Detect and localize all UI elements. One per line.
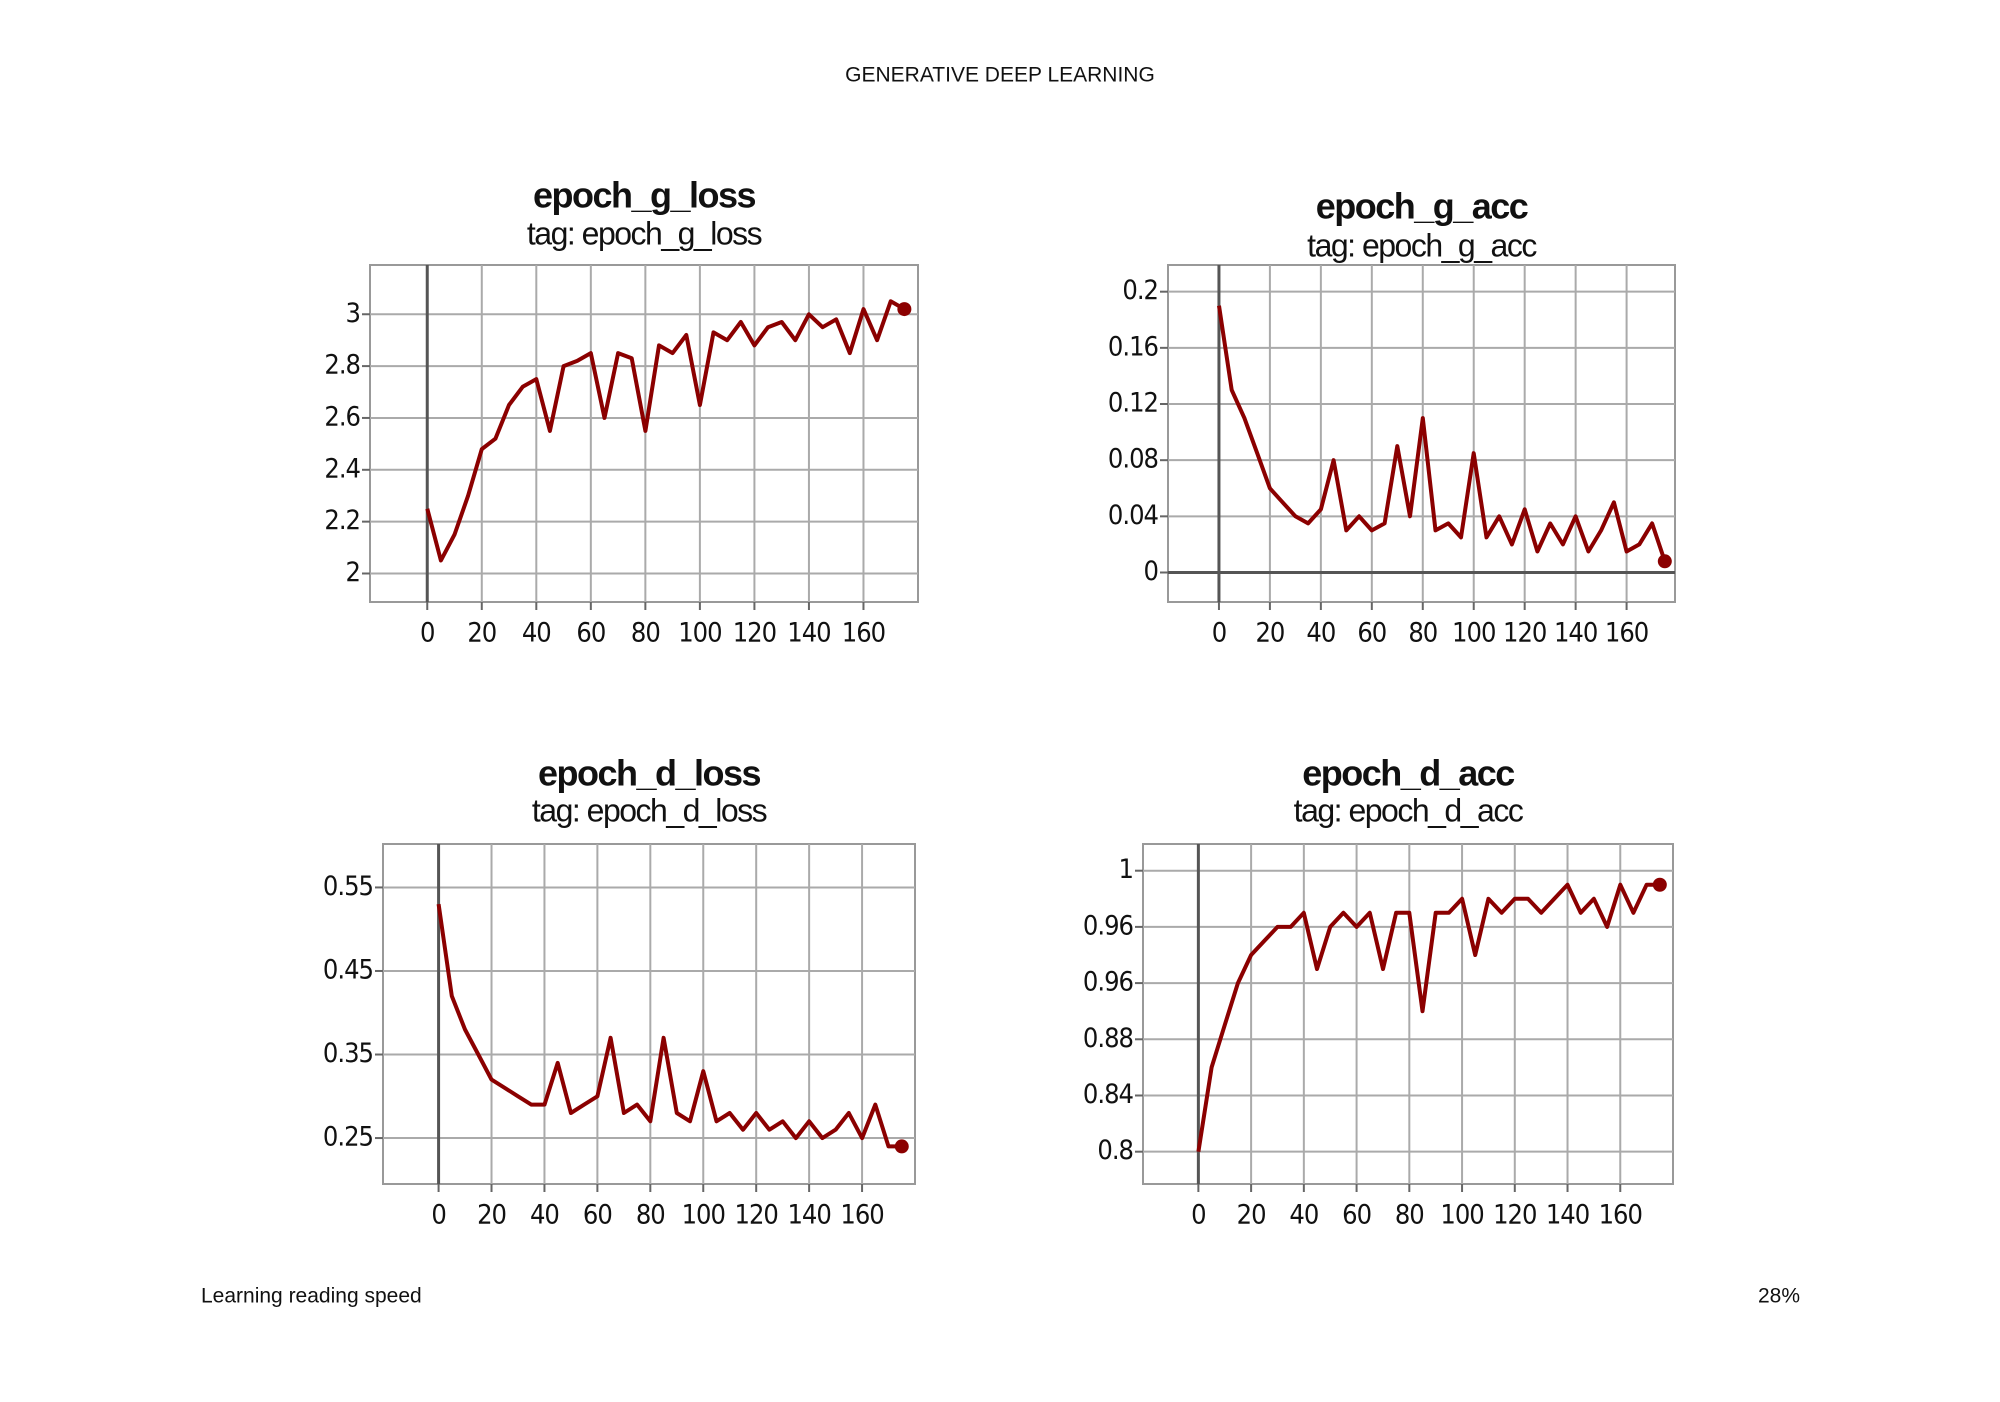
x-tick-label: 60 bbox=[1342, 1200, 1371, 1231]
x-tick-label: 160 bbox=[840, 1200, 883, 1231]
y-tick-label: 0.04 bbox=[1108, 500, 1159, 531]
data-line bbox=[436, 903, 902, 1149]
y-tick-label: 0.12 bbox=[1108, 388, 1158, 419]
x-tick-label: 100 bbox=[1440, 1200, 1483, 1231]
reading-speed-label: Learning reading speed bbox=[201, 1285, 422, 1308]
x-tick-label: 120 bbox=[1503, 618, 1546, 649]
data-line bbox=[1217, 305, 1667, 562]
x-tick-label: 160 bbox=[1605, 618, 1648, 649]
chart-subtitle: tag: epoch_d_acc bbox=[1294, 792, 1524, 828]
y-tick-label: 0.8 bbox=[1097, 1135, 1133, 1166]
y-tick-label: 0.96 bbox=[1083, 910, 1133, 941]
x-tick-label: 40 bbox=[530, 1200, 559, 1231]
data-line bbox=[425, 299, 906, 563]
end-point bbox=[894, 1139, 909, 1154]
x-tick-label: 160 bbox=[1599, 1200, 1642, 1231]
x-tick-label: 20 bbox=[1255, 618, 1284, 649]
plot-frame bbox=[369, 264, 919, 603]
x-tick-label: 100 bbox=[682, 1200, 725, 1231]
x-tick-label: 0 bbox=[1212, 618, 1226, 649]
y-tick-label: 2.8 bbox=[324, 350, 360, 381]
x-tick-label: 0 bbox=[431, 1200, 445, 1231]
y-tick-label: 2.2 bbox=[324, 505, 360, 536]
x-tick-label: 40 bbox=[1289, 1200, 1318, 1231]
x-tick-label: 20 bbox=[477, 1200, 506, 1231]
y-tick-label: 0.55 bbox=[323, 871, 373, 902]
chart-title: epoch_g_acc bbox=[1316, 186, 1528, 227]
x-tick-label: 100 bbox=[678, 618, 721, 649]
chart-title: epoch_d_loss bbox=[538, 753, 761, 794]
x-tick-label: 80 bbox=[1395, 1200, 1424, 1231]
y-tick-label: 2 bbox=[346, 557, 360, 588]
x-tick-label: 120 bbox=[733, 618, 776, 649]
x-tick-label: 40 bbox=[522, 618, 551, 649]
x-tick-label: 160 bbox=[842, 618, 885, 649]
y-tick-label: 0.88 bbox=[1083, 1023, 1133, 1054]
end-point bbox=[1657, 554, 1672, 569]
y-tick-label: 0.35 bbox=[323, 1038, 373, 1069]
progress-percent: 28% bbox=[1758, 1285, 1800, 1308]
x-tick-label: 140 bbox=[787, 1200, 830, 1231]
chart-title: epoch_g_loss bbox=[533, 175, 756, 216]
x-tick-label: 100 bbox=[1452, 618, 1495, 649]
plot-frame bbox=[382, 843, 916, 1185]
x-tick-label: 140 bbox=[1554, 618, 1597, 649]
x-tick-label: 80 bbox=[631, 618, 660, 649]
y-tick-label: 0.16 bbox=[1108, 331, 1158, 362]
y-tick-label: 2.6 bbox=[324, 401, 360, 432]
x-tick-label: 60 bbox=[583, 1200, 612, 1231]
x-tick-label: 120 bbox=[735, 1200, 778, 1231]
x-tick-label: 140 bbox=[787, 618, 830, 649]
y-tick-label: 3 bbox=[346, 298, 360, 329]
chart-subtitle: tag: epoch_g_loss bbox=[527, 215, 762, 251]
x-tick-label: 0 bbox=[420, 618, 434, 649]
y-tick-label: 0.25 bbox=[323, 1122, 373, 1153]
x-tick-label: 0 bbox=[1191, 1200, 1205, 1231]
y-tick-label: 0.84 bbox=[1083, 1079, 1134, 1110]
x-tick-label: 20 bbox=[1237, 1200, 1266, 1231]
chart-subtitle: tag: epoch_g_acc bbox=[1307, 227, 1537, 263]
x-tick-label: 40 bbox=[1306, 618, 1335, 649]
y-tick-label: 1 bbox=[1119, 854, 1133, 885]
chart-title: epoch_d_acc bbox=[1302, 753, 1514, 794]
x-tick-label: 80 bbox=[636, 1200, 665, 1231]
y-tick-label: 0.96 bbox=[1083, 967, 1133, 998]
plot-frame bbox=[1167, 264, 1676, 603]
y-tick-label: 2.4 bbox=[324, 453, 360, 484]
y-tick-label: 0 bbox=[1144, 556, 1158, 587]
plot-frame bbox=[1142, 843, 1674, 1185]
end-point bbox=[897, 302, 912, 317]
x-tick-label: 120 bbox=[1493, 1200, 1536, 1231]
x-tick-label: 80 bbox=[1408, 618, 1437, 649]
y-tick-label: 0.45 bbox=[323, 954, 373, 985]
chart-subtitle: tag: epoch_d_loss bbox=[532, 792, 767, 828]
y-tick-label: 0.08 bbox=[1108, 444, 1158, 475]
x-tick-label: 60 bbox=[1357, 618, 1386, 649]
end-point bbox=[1652, 877, 1667, 892]
y-tick-label: 0.2 bbox=[1122, 275, 1158, 306]
x-tick-label: 60 bbox=[576, 618, 605, 649]
data-line bbox=[1196, 882, 1660, 1153]
running-header: GENERATIVE DEEP LEARNING bbox=[845, 64, 1155, 87]
x-tick-label: 20 bbox=[467, 618, 496, 649]
x-tick-label: 140 bbox=[1546, 1200, 1589, 1231]
